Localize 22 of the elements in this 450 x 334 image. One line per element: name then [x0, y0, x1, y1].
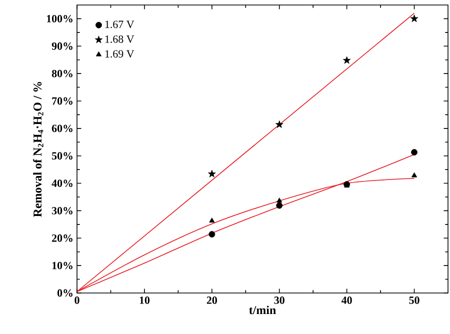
- x-tick-label: 0: [74, 296, 80, 304]
- x-tick-label: 20: [206, 296, 217, 304]
- legend-label: 1.67 V: [105, 20, 134, 28]
- y-tick-label: 30%: [52, 207, 72, 214]
- legend-label: 1.69 V: [105, 50, 134, 58]
- x-tick-label: 10: [140, 296, 150, 304]
- y-tick-label: 90%: [52, 42, 72, 50]
- y-tick-label: 10%: [52, 262, 72, 270]
- y-tick-label: 40%: [52, 180, 72, 187]
- x-tick-label: 30: [274, 296, 284, 304]
- y-tick-label: 50%: [52, 152, 72, 160]
- x-axis-title: t/min: [249, 306, 276, 314]
- y-tick-label: 60%: [52, 124, 72, 132]
- y-axis-title: Removal of N$_{2}$H$_{4}$·H$_{2}$O / %: [33, 82, 44, 217]
- y-tick-label: 80%: [52, 70, 72, 78]
- y-tick-label: 70%: [52, 97, 72, 105]
- x-tick-label: 50: [409, 296, 420, 304]
- x-tick-label: 40: [341, 296, 352, 304]
- legend-label: 1.68 V: [105, 35, 134, 43]
- y-tick-label: 100%: [46, 15, 72, 22]
- y-tick-label: 20%: [52, 234, 72, 242]
- y-tick-label: 0%: [57, 289, 72, 297]
